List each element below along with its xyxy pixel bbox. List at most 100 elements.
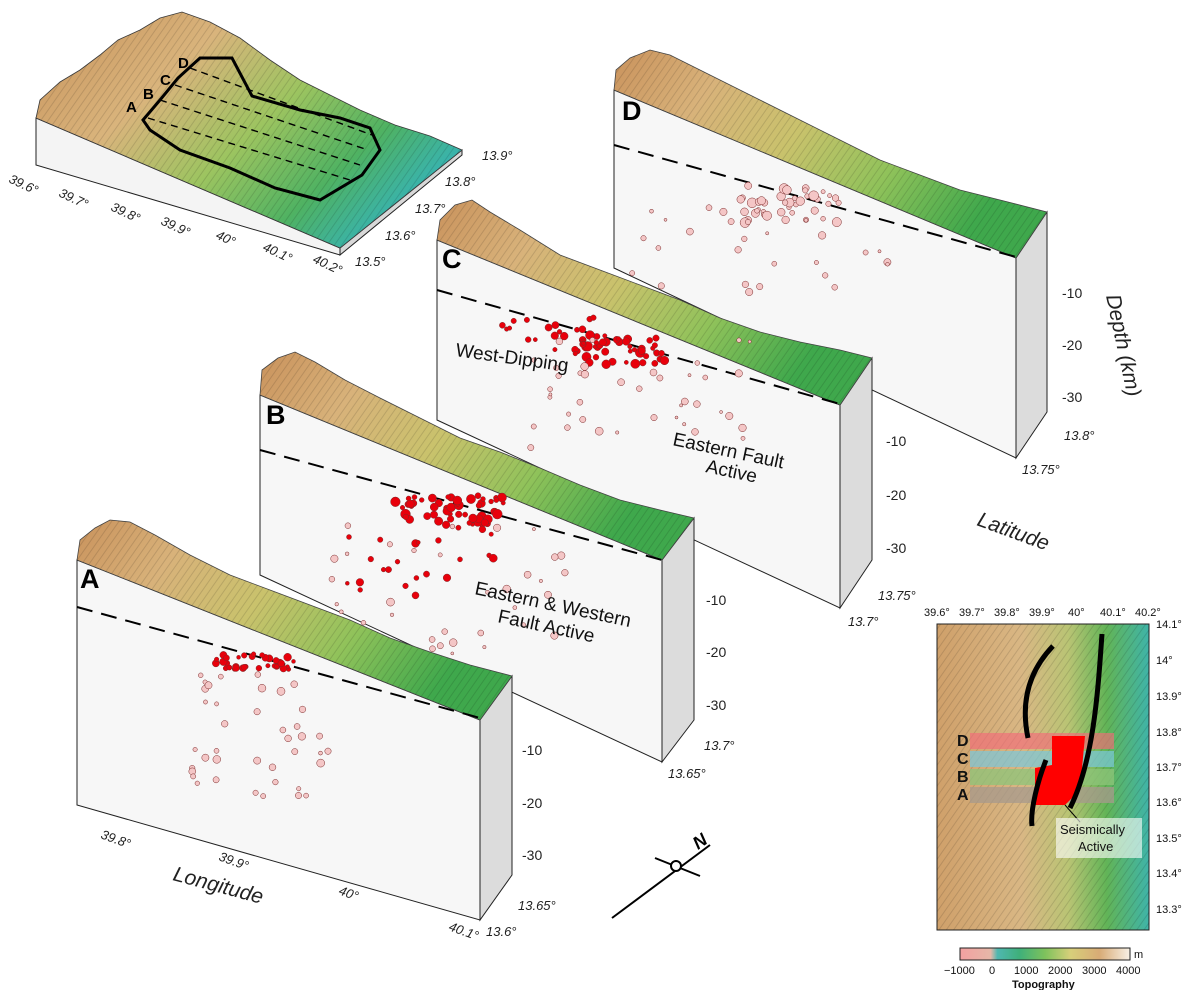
svg-text:13.6°: 13.6° <box>385 228 416 243</box>
earthquake-marker <box>344 551 350 556</box>
svg-text:−1000: −1000 <box>944 965 975 977</box>
earthquake-marker <box>757 196 766 206</box>
earthquake-marker <box>532 337 538 342</box>
svg-text:39.6°: 39.6° <box>924 607 950 619</box>
earthquake-marker <box>298 705 307 713</box>
earthquake-marker <box>345 581 350 586</box>
section-a-depth-ticks: -10 -20 -30 <box>522 742 542 863</box>
earthquake-marker <box>399 505 406 511</box>
earthquake-marker <box>377 536 384 543</box>
earthquake-marker <box>627 348 633 354</box>
earthquake-marker <box>756 283 764 291</box>
seismic-zone <box>1035 736 1085 805</box>
earthquake-marker <box>477 629 485 637</box>
section-label-b: B <box>266 400 286 430</box>
earthquake-marker <box>581 341 586 346</box>
svg-text:13.4°: 13.4° <box>1156 868 1182 880</box>
earthquake-marker <box>213 748 220 754</box>
earthquake-marker <box>532 527 536 531</box>
earthquake-marker <box>324 747 332 755</box>
svg-text:-20: -20 <box>886 487 906 503</box>
earthquake-marker <box>652 334 660 342</box>
earthquake-marker <box>452 495 463 506</box>
colorbar-ramp <box>959 947 1131 961</box>
earthquake-marker <box>423 512 432 520</box>
earthquake-marker <box>560 331 569 341</box>
svg-text:13.9°: 13.9° <box>1156 691 1182 703</box>
earthquake-marker <box>386 541 393 548</box>
earthquake-marker <box>212 755 221 764</box>
earthquake-marker <box>355 578 364 587</box>
earthquake-marker <box>428 636 436 643</box>
earthquake-marker <box>523 570 532 579</box>
earthquake-marker <box>789 210 795 216</box>
overview-lat-ticks: 13.9° 13.8° 13.7° 13.6° 13.5° <box>355 148 513 269</box>
southern-fault <box>1029 759 1049 827</box>
svg-text:-10: -10 <box>706 592 726 608</box>
earthquake-marker <box>736 337 742 343</box>
svg-text:4000: 4000 <box>1116 965 1140 977</box>
earthquake-marker <box>530 423 537 430</box>
svg-text:39.7°: 39.7° <box>57 185 91 211</box>
earthquake-marker <box>803 217 809 223</box>
earthquake-marker <box>631 347 638 353</box>
earthquake-marker <box>268 763 277 771</box>
earthquake-marker <box>254 671 261 678</box>
earthquake-marker <box>548 392 553 397</box>
earthquake-marker <box>598 338 607 347</box>
earthquake-marker <box>638 346 646 355</box>
inset-label-c: C <box>957 751 969 768</box>
earthquake-marker <box>482 645 487 650</box>
earthquake-marker <box>782 199 789 206</box>
earthquake-marker <box>330 554 339 563</box>
earthquake-marker <box>741 235 748 242</box>
inset-label-b: B <box>957 769 969 786</box>
earthquake-marker <box>284 734 292 743</box>
svg-text:40.1°: 40.1° <box>447 919 481 944</box>
overview-label-a: A <box>126 99 137 116</box>
svg-text:-30: -30 <box>706 697 726 713</box>
section-d-depth-ticks: -10 -20 -30 <box>1062 285 1082 405</box>
earthquake-marker <box>602 333 608 339</box>
earthquake-marker <box>740 207 749 216</box>
earthquake-marker <box>493 497 500 503</box>
section-c: C West-Dipping Eastern Fault Active -10 … <box>436 199 916 629</box>
earthquake-marker <box>651 360 659 367</box>
earthquake-marker <box>566 411 572 417</box>
earthquake-marker <box>485 590 490 595</box>
section-c-lat-tick-2: 13.7° <box>848 614 879 629</box>
earthquake-marker <box>198 672 204 678</box>
earthquake-marker <box>429 645 436 653</box>
svg-text:-30: -30 <box>1062 389 1082 405</box>
earthquake-marker <box>449 638 458 647</box>
earthquake-marker <box>449 523 456 530</box>
earthquake-marker <box>538 578 543 583</box>
svg-text:14°: 14° <box>1156 655 1173 667</box>
earthquake-marker <box>466 494 476 504</box>
svg-text:39.6°: 39.6° <box>7 171 41 197</box>
earthquake-marker <box>447 515 455 523</box>
earthquake-marker <box>862 249 869 256</box>
earthquake-marker <box>818 231 827 240</box>
inset-lon-ticks: 39.6° 39.7° 39.8° 39.9° 40° 40.1° 40.2° <box>924 607 1161 619</box>
earthquake-marker <box>615 336 621 342</box>
svg-text:13.7°: 13.7° <box>415 201 446 216</box>
section-d-lat-tick-2: 13.75° <box>1022 462 1060 477</box>
section-d: D -10 -20 -30 13.8° 13.75° <box>613 49 1095 477</box>
study-area-outline <box>141 56 382 202</box>
earthquake-marker <box>719 410 723 414</box>
earthquake-marker <box>656 374 664 382</box>
earthquake-marker <box>480 496 486 502</box>
earthquake-marker <box>564 424 571 431</box>
earthquake-marker <box>218 673 224 680</box>
earthquake-marker <box>741 280 749 288</box>
north-label: N <box>689 829 712 853</box>
earthquake-marker <box>639 359 647 367</box>
overview-block: D C B A 39.6° 39.7° 39.8° 39.9° 40° 40.1… <box>7 11 513 278</box>
section-a: A -10 -20 -30 13.65° 13.6° 39.8° 39.9° 4… <box>76 519 556 944</box>
earthquake-marker <box>719 207 728 216</box>
svg-text:0: 0 <box>989 965 995 977</box>
earthquake-marker <box>435 537 442 544</box>
earthquake-marker <box>682 422 687 427</box>
earthquake-marker <box>578 325 587 334</box>
